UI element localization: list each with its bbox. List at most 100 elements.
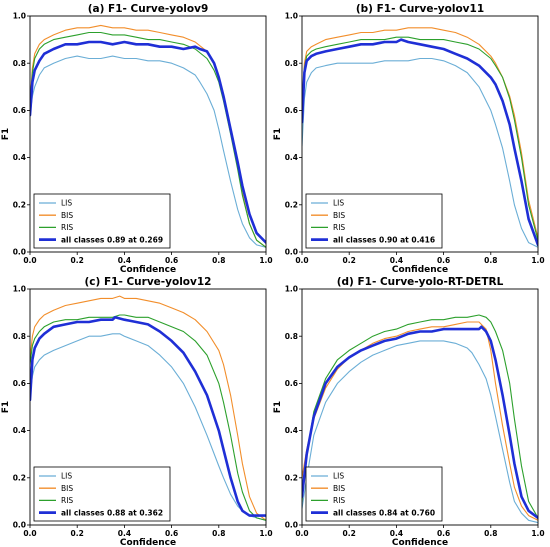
legend-entry: all classes 0.88 at 0.362 [61,508,163,517]
y-tick-label: 0.6 [285,379,298,388]
series-line-ris [30,314,266,521]
plot-frame [29,288,267,526]
x-axis-label: Confidence [392,538,448,547]
y-tick-label: 0.4 [285,426,298,435]
plot-frame [29,15,267,253]
x-tick-label: 0.4 [390,256,403,265]
plot-frame [301,15,539,253]
legend-entry: all classes 0.84 at 0.760 [333,508,435,517]
series-line-bis [30,295,266,521]
chart-panel-2: (c) F1- Curve-yolov12 0.0 0.2 0.4 0.6 0.8 1.0 0… [1,276,273,547]
y-tick-label: 0.6 [13,379,26,388]
x-tick-label: 0.6 [437,529,450,538]
x-tick-label: 0.0 [23,256,36,265]
x-tick-label: 0.0 [295,256,308,265]
legend-entry: RIS [61,223,73,232]
y-tick-label: 0.8 [285,59,298,68]
y-tick-label: 0.0 [285,521,298,530]
series-line-all [302,325,538,520]
y-tick-label: 0.8 [13,59,26,68]
series-line-ris [302,36,538,241]
x-tick-label: 1.0 [531,256,544,265]
x-axis-label: Confidence [120,265,176,275]
y-tick-label: 0.4 [285,153,298,162]
y-tick-label: 1.0 [285,285,298,294]
series-line-all [30,40,266,244]
series-line-lis [30,333,266,521]
y-tick-label: 1.0 [13,12,26,21]
legend-entry: LIS [333,199,344,208]
series-line-bis [302,321,538,521]
y-tick-label: 0.0 [285,248,298,257]
x-tick-label: 1.0 [531,529,544,538]
legend-entry: RIS [333,496,345,505]
y-tick-label: 0.4 [13,426,26,435]
series-line-all [302,38,538,247]
y-tick-label: 0.2 [13,200,26,209]
chart-title: (d) F1- Curve-yolo-RT-DETRL [337,276,504,288]
legend-entry: LIS [61,199,72,208]
x-tick-label: 0.8 [212,256,225,265]
y-tick-label: 0.0 [13,521,26,530]
series-line-lis [302,57,538,248]
x-tick-label: 0.8 [212,529,225,538]
x-tick-label: 0.0 [23,529,36,538]
legend-entry: BIS [61,211,73,220]
y-tick-label: 0.2 [285,473,298,482]
y-axis-label: F1 [1,401,11,413]
y-axis-label: F1 [273,128,283,140]
series-line-lis [30,55,266,248]
x-tick-label: 0.4 [118,256,131,265]
x-tick-label: 0.2 [71,529,84,538]
y-tick-label: 0.4 [13,153,26,162]
x-axis-label: Confidence [392,265,448,275]
y-axis-label: F1 [273,401,283,413]
chart-panel-3: (d) F1- Curve-yolo-RT-DETRL 0.0 0.2 0.4 0.6 0… [273,276,545,547]
legend: LIS BIS RIS all classes 0.88 at 0.362 [33,466,171,522]
x-tick-label: 0.6 [437,256,450,265]
x-tick-label: 0.8 [484,529,497,538]
legend: LIS BIS RIS all classes 0.90 at 0.416 [305,193,443,249]
x-tick-label: 0.6 [165,256,178,265]
y-axis-label: F1 [1,128,11,140]
legend-entry: LIS [333,472,344,481]
legend-entry: all classes 0.89 at 0.269 [61,235,163,244]
y-tick-label: 0.2 [285,200,298,209]
y-tick-label: 0.8 [285,332,298,341]
x-tick-label: 0.2 [71,256,84,265]
plot-frame [301,288,539,526]
series-line-all [30,315,266,517]
chart-title: (b) F1- Curve-yolov11 [356,3,484,15]
legend: LIS BIS RIS all classes 0.89 at 0.269 [33,193,171,249]
x-tick-label: 0.6 [165,529,178,538]
x-tick-label: 0.4 [390,529,403,538]
legend-entry: BIS [61,484,73,493]
x-tick-label: 0.8 [484,256,497,265]
series-line-lis [302,340,538,524]
legend-entry: all classes 0.90 at 0.416 [333,235,435,244]
series-line-ris [302,314,538,519]
legend-entry: RIS [333,223,345,232]
x-tick-label: 1.0 [259,256,272,265]
x-axis-label: Confidence [120,538,176,547]
chart-title: (a) F1- Curve-yolov9 [88,3,209,15]
legend-entry: LIS [61,472,72,481]
y-tick-label: 0.0 [13,248,26,257]
x-tick-label: 1.0 [259,529,272,538]
legend-box [305,466,443,522]
legend-box [33,193,171,249]
legend: LIS BIS RIS all classes 0.84 at 0.760 [305,466,443,522]
y-tick-label: 0.2 [13,473,26,482]
chart-title: (c) F1- Curve-yolov12 [85,276,212,288]
y-tick-label: 0.6 [13,106,26,115]
y-tick-label: 0.6 [285,106,298,115]
legend-entry: BIS [333,211,345,220]
x-tick-label: 0.2 [343,256,356,265]
x-tick-label: 0.0 [295,529,308,538]
chart-panel-1: (b) F1- Curve-yolov11 0.0 0.2 0.4 0.6 0.8 1.0 0… [273,3,545,275]
chart-panel-0: (a) F1- Curve-yolov9 0.0 0.2 0.4 0.6 0.8 1.0 0.… [1,3,273,275]
legend-entry: BIS [333,484,345,493]
y-tick-label: 1.0 [13,285,26,294]
legend-box [33,466,171,522]
x-tick-label: 0.2 [343,529,356,538]
